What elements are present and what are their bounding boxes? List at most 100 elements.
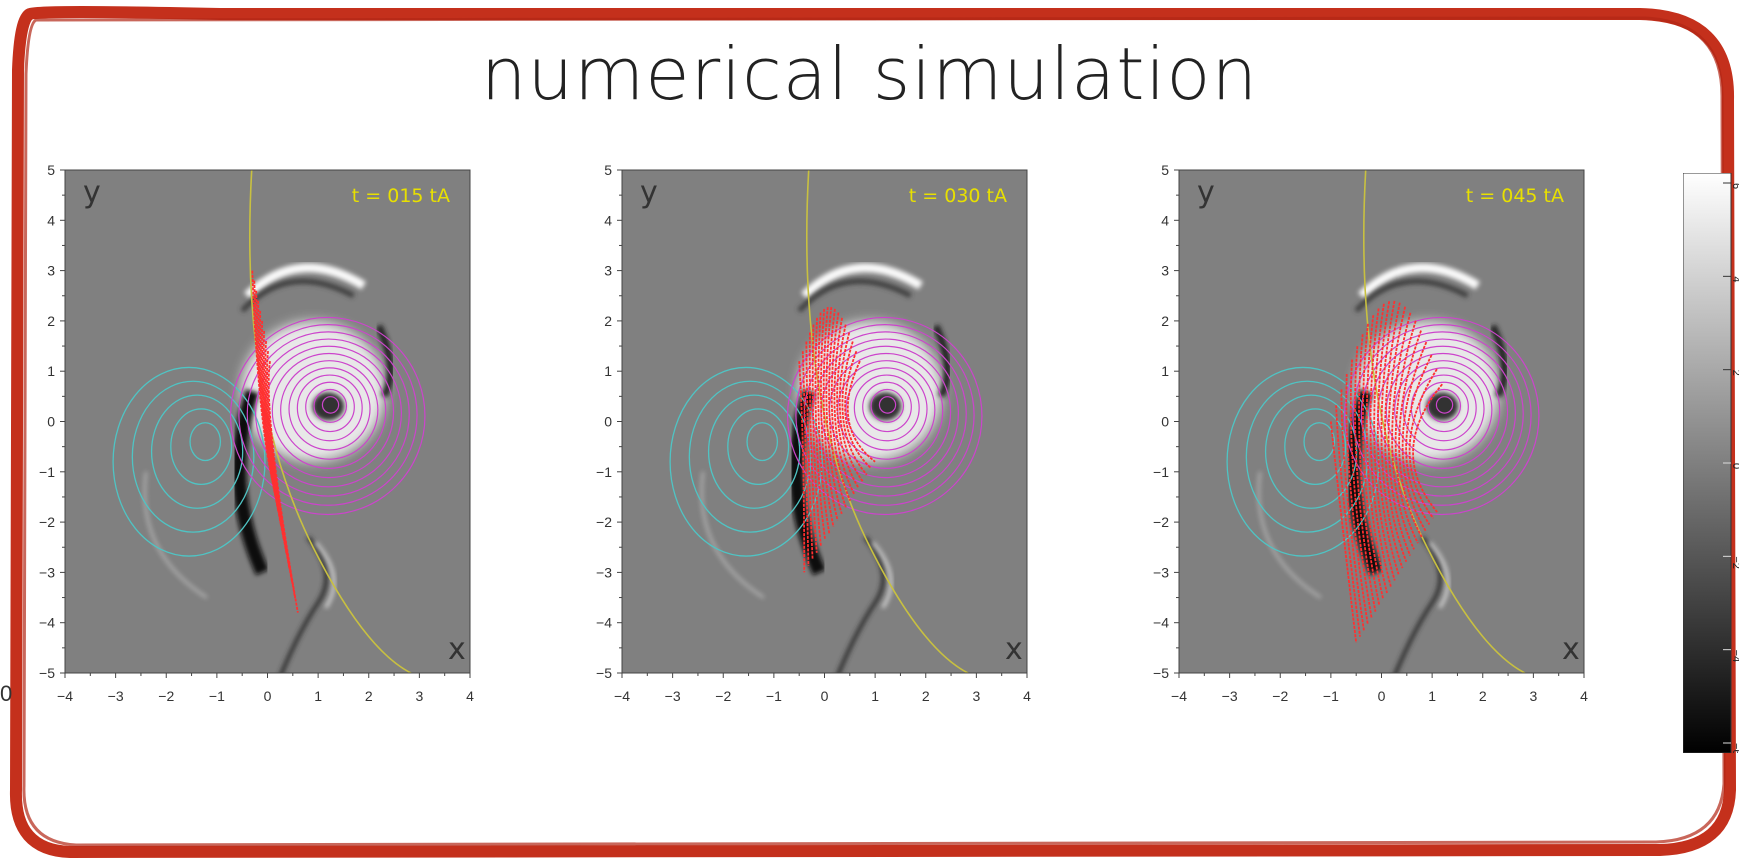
x-tick-label: 0: [821, 688, 829, 704]
y-tick-label: −2: [596, 514, 612, 530]
cyan-contours: [1226, 366, 1380, 557]
y-tick-label: −4: [596, 615, 612, 631]
x-tick-label: 4: [466, 688, 474, 704]
x-tick-label: −3: [665, 688, 681, 704]
bright-tail: [314, 541, 336, 609]
faint-swirl: [700, 471, 765, 599]
y-tick-label: −3: [596, 564, 612, 580]
colorbar-tick-label: −6: [1730, 743, 1739, 753]
bright-arch: [1358, 263, 1481, 299]
bright-tail: [871, 541, 893, 609]
faint-swirl: [143, 471, 208, 599]
y-axis-label: y: [1197, 175, 1215, 210]
time-label: t = 015 tA: [352, 185, 450, 207]
y-tick-label: 3: [47, 263, 55, 279]
dark-tail: [836, 535, 886, 673]
y-tick-label: 0: [604, 414, 612, 430]
colorbar: 6 4 2 0 −2 −4 −6: [1683, 173, 1739, 753]
y-tick-label: 4: [47, 212, 55, 228]
colorbar-tick-label: 0: [1730, 463, 1739, 469]
separatrix-arc: [249, 170, 413, 673]
bright-tail: [1428, 541, 1450, 609]
colorbar-tick-label: −2: [1730, 556, 1739, 569]
x-ticks: −4 −3 −2 −1 0 1 2 3 4: [1171, 673, 1588, 704]
x-tick-label: −4: [614, 688, 630, 704]
y-tick-label: −1: [39, 464, 55, 480]
colorbar-tick-label: 4: [1730, 276, 1739, 282]
x-tick-label: 2: [365, 688, 373, 704]
x-tick-label: 4: [1580, 688, 1588, 704]
y-tick-label: 2: [604, 313, 612, 329]
y-tick-label: 4: [1161, 212, 1169, 228]
dark-current-sheet: [789, 389, 826, 576]
y-tick-label: 0: [1161, 414, 1169, 430]
y-tick-label: 5: [1161, 165, 1169, 178]
y-tick-label: 3: [604, 263, 612, 279]
y-tick-label: 0: [47, 414, 55, 430]
colorbar-tick-label: 2: [1730, 370, 1739, 376]
field-lines: [251, 270, 299, 613]
x-tick-label: −2: [715, 688, 731, 704]
y-tick-label: 5: [604, 165, 612, 178]
x-ticks: −4 −3 −2 −1 0 1 2 3 4: [614, 673, 1031, 704]
y-axis-label: y: [640, 175, 658, 210]
x-tick-label: −1: [209, 688, 225, 704]
y-tick-label: 3: [1161, 263, 1169, 279]
y-tick-label: 2: [1161, 313, 1169, 329]
dark-tail: [279, 535, 329, 673]
x-axis-label: x: [448, 632, 466, 667]
x-tick-label: 3: [415, 688, 423, 704]
bright-lobe: [1355, 321, 1500, 462]
x-tick-label: 2: [1479, 688, 1487, 704]
y-tick-label: 4: [604, 212, 612, 228]
y-tick-label: −5: [39, 665, 55, 681]
x-tick-label: −4: [57, 688, 73, 704]
x-tick-label: 0: [1378, 688, 1386, 704]
bright-lobe: [241, 321, 386, 462]
time-label: t = 030 tA: [909, 185, 1007, 207]
edge-label: 0: [0, 681, 13, 706]
cyan-contours: [112, 366, 266, 557]
colorbar-tick-label: −4: [1730, 650, 1739, 663]
dark-current-sheet: [232, 389, 269, 576]
x-tick-label: −1: [766, 688, 782, 704]
y-tick-label: −1: [1153, 464, 1169, 480]
field-lines: [1329, 300, 1443, 643]
slide-title: numerical simulation: [480, 32, 1259, 116]
x-tick-label: −2: [158, 688, 174, 704]
x-tick-label: 1: [1428, 688, 1436, 704]
y-ticks: 5 4 3 2 1 0 −1 −2 −3 −4 −5: [596, 165, 622, 681]
y-tick-label: 1: [47, 363, 55, 379]
x-tick-label: −1: [1323, 688, 1339, 704]
x-tick-label: −4: [1171, 688, 1187, 704]
bright-arch: [244, 263, 367, 299]
x-ticks: −4 −3 −2 −1 0 1 2 3 4: [57, 673, 474, 704]
y-tick-label: −4: [39, 615, 55, 631]
x-tick-label: 2: [922, 688, 930, 704]
x-tick-label: −2: [1272, 688, 1288, 704]
y-tick-label: −5: [596, 665, 612, 681]
y-tick-label: 1: [1161, 363, 1169, 379]
magenta-contours: [1343, 316, 1540, 516]
y-tick-label: 1: [604, 363, 612, 379]
x-tick-label: −3: [108, 688, 124, 704]
y-tick-label: −1: [596, 464, 612, 480]
x-tick-label: 1: [314, 688, 322, 704]
y-tick-label: −2: [39, 514, 55, 530]
x-tick-label: 4: [1023, 688, 1031, 704]
y-tick-label: 2: [47, 313, 55, 329]
y-ticks: 5 4 3 2 1 0 −1 −2 −3 −4 −5: [1153, 165, 1179, 681]
x-axis-label: x: [1005, 632, 1023, 667]
y-ticks: 5 4 3 2 1 0 −1 −2 −3 −4 −5: [39, 165, 65, 681]
y-tick-label: −5: [1153, 665, 1169, 681]
x-tick-label: −3: [1222, 688, 1238, 704]
field-lines: [798, 306, 876, 573]
time-label: t = 045 tA: [1466, 185, 1564, 207]
colorbar-tick-label: 6: [1730, 183, 1739, 189]
dark-tail: [1393, 535, 1443, 673]
y-tick-label: −3: [1153, 564, 1169, 580]
faint-swirl: [1257, 471, 1322, 599]
